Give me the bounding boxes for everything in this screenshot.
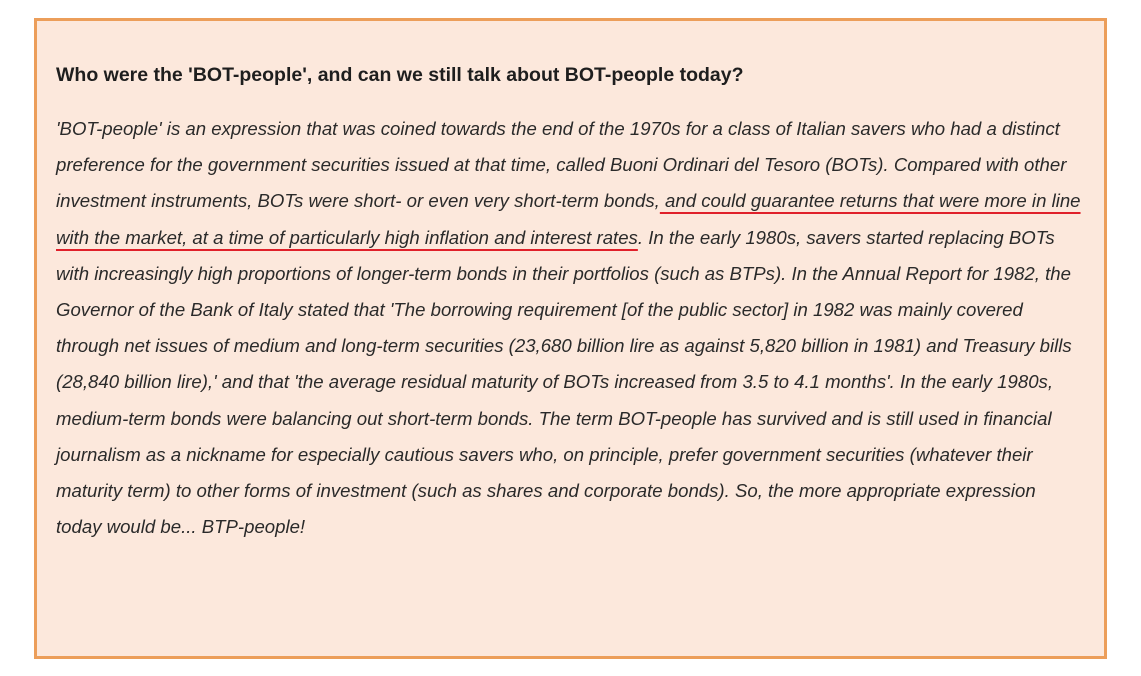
box-title: Who were the 'BOT-people', and can we st… [56,64,744,86]
paragraph-text: . In the early 1980s, savers started rep… [56,226,1072,538]
info-box: Who were the 'BOT-people', and can we st… [34,18,1107,659]
underlined-text: and could guarantee returns that were mo… [56,190,1081,248]
box-paragraph: 'BOT-people' is an expression that was c… [56,111,1082,545]
paragraph-text: 'BOT-people' is an expression that was c… [56,118,1067,212]
